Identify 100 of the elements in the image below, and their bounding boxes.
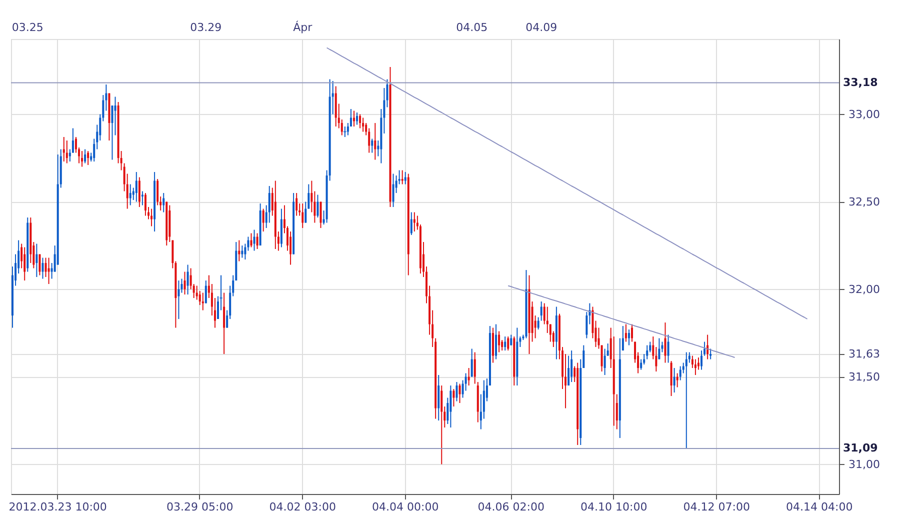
candlestick xyxy=(570,350,573,382)
candlestick xyxy=(631,324,633,342)
candlestick xyxy=(685,352,688,449)
candlestick xyxy=(87,150,90,166)
candlestick xyxy=(664,322,666,364)
text: 04.09 xyxy=(526,21,558,34)
candlestick xyxy=(440,385,443,465)
x-tick-label: 04.10 10:00 xyxy=(580,500,648,514)
candlestick xyxy=(42,257,44,280)
candlestick xyxy=(84,148,86,164)
x-tick-label: 04.04 00:00 xyxy=(372,500,439,514)
candlestick xyxy=(202,292,204,311)
candlestick xyxy=(238,240,240,262)
candlestick xyxy=(537,316,540,330)
candlestick xyxy=(38,254,41,276)
candlestick xyxy=(410,212,412,236)
candlestick xyxy=(362,117,364,132)
candlestick xyxy=(135,172,138,202)
candlestick xyxy=(498,330,500,353)
candlestick xyxy=(658,338,660,360)
candlestick xyxy=(178,280,180,320)
candlestick xyxy=(262,208,264,232)
candlestick xyxy=(452,388,455,407)
candlestick xyxy=(256,232,258,250)
candlestick xyxy=(404,172,406,185)
candlestick xyxy=(111,105,114,160)
candlestick xyxy=(371,138,374,154)
ref-line-label: 31,09 xyxy=(843,442,878,454)
candlestick xyxy=(352,110,355,127)
candlestick xyxy=(48,257,50,284)
candlestick xyxy=(507,336,510,351)
candlestick xyxy=(296,192,298,216)
candlestick xyxy=(302,203,304,228)
candlestick xyxy=(144,192,146,216)
candlestick xyxy=(670,360,672,396)
candlestick xyxy=(359,114,362,129)
candlestick xyxy=(700,350,703,370)
candlestick xyxy=(162,192,165,213)
y-tick-label: 32,00 xyxy=(848,282,880,296)
line-series xyxy=(508,285,736,358)
candlestick xyxy=(184,271,186,295)
text: 04.05 xyxy=(456,21,488,34)
x-tick-label: 04.02 03:00 xyxy=(269,500,336,514)
candlestick xyxy=(470,348,473,378)
candlestick xyxy=(114,96,116,136)
candlestick xyxy=(628,329,630,346)
candlestick xyxy=(540,301,542,322)
candlestick xyxy=(401,170,404,185)
x-tick-label: 04.12 07:00 xyxy=(683,500,750,514)
candlestick xyxy=(320,201,322,228)
candlestick xyxy=(438,374,440,421)
candlestick xyxy=(667,334,670,364)
candlestick xyxy=(676,372,678,388)
candlestick xyxy=(308,184,310,210)
candlestick xyxy=(510,334,512,346)
candlestick xyxy=(81,150,84,168)
x-tick-label: 04.06 02:00 xyxy=(478,500,544,514)
candlestick xyxy=(604,348,606,376)
candlestick xyxy=(24,246,26,281)
candlestick xyxy=(710,348,712,360)
candlestick xyxy=(62,136,65,162)
y-tick-label: 31,00 xyxy=(848,458,880,471)
candlestick xyxy=(673,368,676,393)
text: 03.25 xyxy=(12,21,44,34)
candlestick xyxy=(138,176,140,208)
candlestick xyxy=(343,126,346,138)
candlestick xyxy=(36,243,38,278)
ref-line-label: 33,18 xyxy=(843,76,878,89)
candlestick xyxy=(474,352,476,384)
candlestick xyxy=(316,194,319,218)
candlestick xyxy=(450,385,452,428)
text: 03.29 xyxy=(190,21,222,34)
candlestick xyxy=(495,324,498,360)
candlestick xyxy=(186,264,189,295)
x-tick-label: 03.29 05:00 xyxy=(166,500,234,514)
candlestick xyxy=(374,122,376,160)
candlestick xyxy=(66,140,68,164)
candlestick xyxy=(694,358,696,376)
y-tick-label: 31,50 xyxy=(848,370,880,384)
y-tick-label: 32,50 xyxy=(848,195,880,208)
candlestick xyxy=(492,327,494,364)
text: Ápr xyxy=(293,20,313,34)
candlestick xyxy=(241,245,244,258)
candlestick xyxy=(468,368,470,386)
candlestick xyxy=(458,383,461,404)
candlestick xyxy=(150,208,153,227)
y-tick-label: 33,00 xyxy=(848,108,880,121)
candlestick xyxy=(253,229,256,252)
candlestick xyxy=(223,292,226,354)
candlestick xyxy=(392,173,394,208)
candlestick xyxy=(546,306,548,334)
candlestick xyxy=(129,184,132,206)
candlestick xyxy=(204,280,207,304)
candlestick xyxy=(504,336,506,351)
candlestick xyxy=(679,366,682,381)
y-tick-label: 31,63 xyxy=(848,348,880,360)
candlestick xyxy=(456,382,458,402)
candlestick xyxy=(413,212,416,232)
x-tick-label: 2012.03.23 10:00 xyxy=(8,500,107,514)
candlestick xyxy=(624,324,627,342)
